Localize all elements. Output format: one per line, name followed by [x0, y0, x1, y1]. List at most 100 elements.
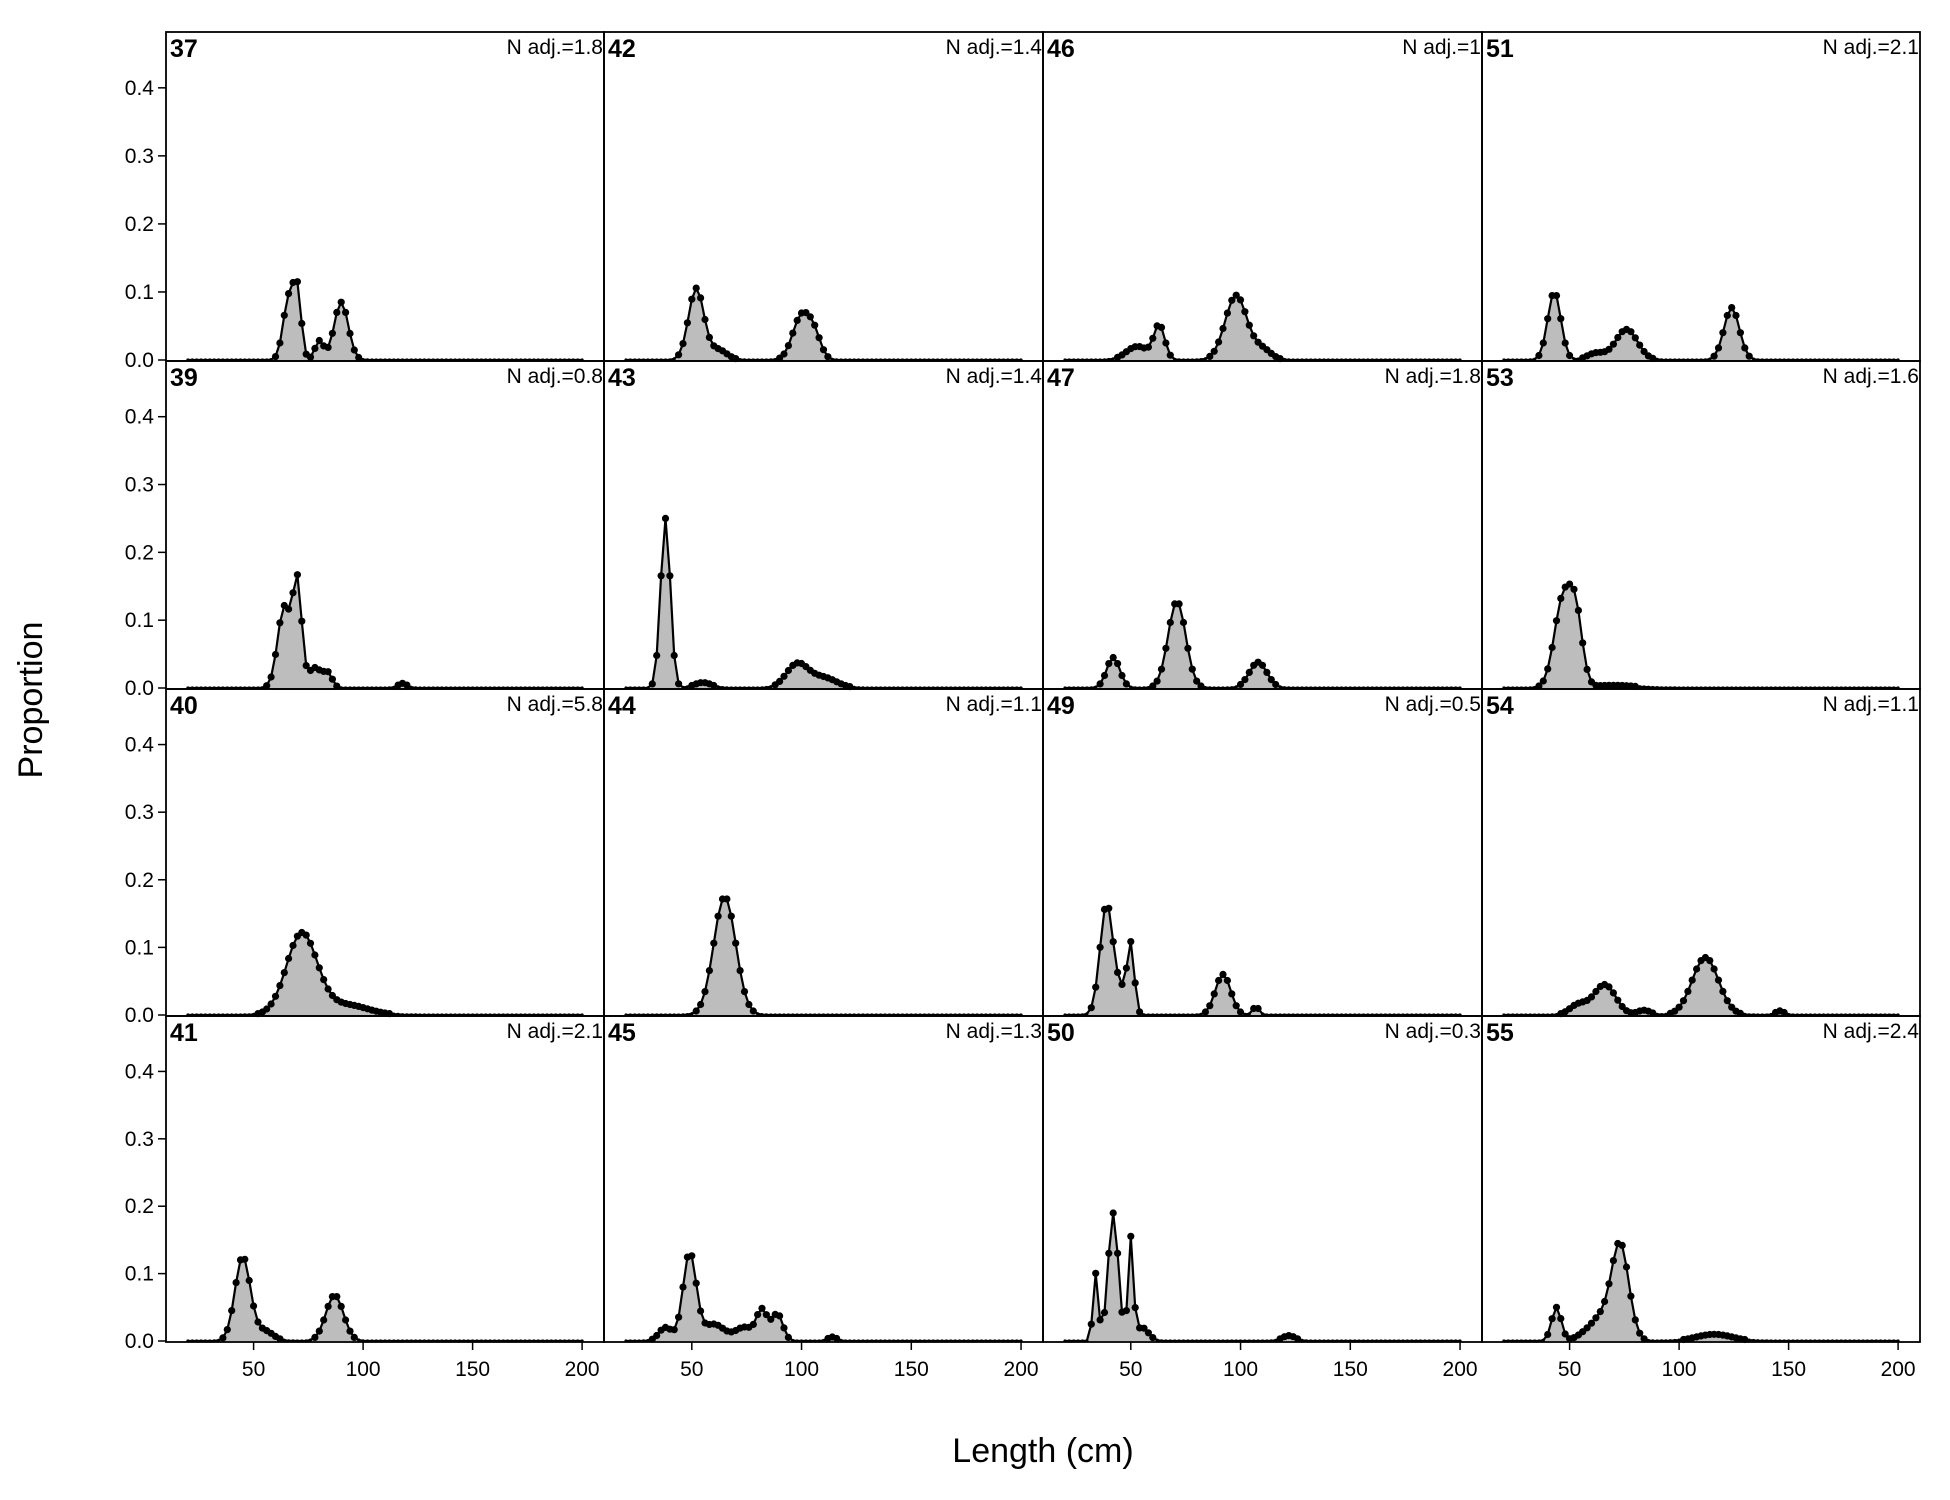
data-point [1583, 665, 1591, 674]
data-point [1601, 1297, 1609, 1306]
data-point [1587, 1319, 1596, 1327]
data-point [716, 685, 720, 689]
data-point [780, 1324, 788, 1332]
data-point [337, 298, 345, 306]
data-point [1723, 997, 1731, 1005]
x-tick-label: 150 [1333, 1358, 1368, 1381]
data-point [1228, 990, 1236, 998]
data-point [1210, 990, 1218, 998]
data-point [1223, 976, 1231, 985]
data-point [263, 682, 271, 690]
panel-frame [1481, 360, 1921, 690]
data-point [1544, 665, 1552, 673]
data-point [1679, 997, 1688, 1005]
panel-frame [1042, 31, 1483, 362]
y-tick-label: 0.2 [125, 541, 154, 564]
data-point [1234, 685, 1238, 689]
data-point [1109, 1209, 1117, 1217]
data-point [1552, 1303, 1561, 1311]
data-point [1587, 993, 1596, 1001]
data-point [692, 1007, 700, 1015]
data-point [1175, 600, 1183, 608]
y-tick-label: 0.4 [125, 406, 155, 429]
data-point [298, 617, 306, 625]
data-point [789, 329, 797, 337]
data-point [1100, 671, 1109, 680]
data-point [1206, 1002, 1214, 1010]
distribution-line [187, 280, 583, 362]
data-point [1605, 1280, 1613, 1288]
panel-49: 49 N adj.=0.5 [1042, 688, 1483, 1017]
distribution-area [187, 574, 583, 688]
panel-frame [165, 31, 605, 362]
y-tick-label: 0.4 [125, 1060, 155, 1083]
data-point [830, 357, 834, 361]
data-point [1215, 976, 1223, 985]
data-point [1219, 324, 1227, 333]
panel-50: 50 N adj.=0.3 50 100 150 200 [1042, 1015, 1483, 1381]
data-point [683, 319, 692, 327]
data-point [355, 353, 363, 362]
distribution-area [187, 932, 583, 1015]
data-point [1609, 1257, 1617, 1265]
data-point [1605, 345, 1613, 353]
data-point [1122, 680, 1130, 688]
panel-label: 46 [1047, 35, 1075, 63]
y-axis-title: Proportion [12, 622, 50, 779]
distribution-line [1503, 1241, 1899, 1343]
data-point [1618, 1241, 1626, 1249]
data-point [784, 1333, 793, 1341]
data-point [1745, 352, 1753, 360]
data-point [784, 342, 793, 350]
x-tick-label: 50 [242, 1358, 265, 1381]
x-tick-label: 100 [1223, 1358, 1258, 1381]
distribution-line [626, 897, 1021, 1017]
data-point [1210, 347, 1218, 355]
data-point [311, 1333, 319, 1341]
data-point [1157, 665, 1166, 673]
data-point [1677, 1338, 1681, 1342]
data-point [1708, 357, 1712, 361]
data-point [670, 1326, 678, 1334]
data-point [1232, 1002, 1240, 1010]
data-point [657, 572, 665, 580]
data-point [350, 346, 358, 354]
data-point [653, 1331, 661, 1340]
data-point [1566, 580, 1574, 588]
data-point [285, 290, 293, 298]
data-point [1245, 321, 1253, 329]
data-point [1173, 357, 1177, 361]
data-point [1736, 329, 1744, 337]
y-tick-label: 0.0 [125, 677, 154, 700]
data-point [1631, 334, 1639, 342]
data-point [1541, 1338, 1545, 1342]
data-point [1219, 970, 1227, 979]
data-point [403, 681, 411, 689]
data-point [1609, 340, 1617, 348]
data-point [1193, 677, 1201, 685]
data-point [1118, 980, 1126, 989]
data-point [271, 353, 280, 361]
data-point [1693, 965, 1701, 973]
x-tick-label: 200 [1004, 1358, 1039, 1381]
panel-label: 50 [1047, 1019, 1075, 1047]
data-point [1627, 328, 1635, 336]
data-point [1228, 296, 1236, 304]
data-point [1215, 338, 1223, 346]
data-point [697, 294, 705, 302]
data-point [1127, 1232, 1135, 1240]
data-point [324, 1302, 332, 1310]
data-point [745, 1000, 753, 1009]
data-point [308, 1338, 313, 1342]
data-point [254, 1318, 262, 1326]
data-point [1247, 1012, 1251, 1016]
data-point [1548, 643, 1556, 652]
data-point [315, 964, 323, 972]
data-point [1719, 987, 1727, 996]
data-point [293, 571, 301, 579]
data-point [1258, 661, 1267, 669]
data-point [1614, 333, 1622, 342]
panel-frame [1481, 31, 1921, 362]
data-point [1131, 1304, 1139, 1312]
